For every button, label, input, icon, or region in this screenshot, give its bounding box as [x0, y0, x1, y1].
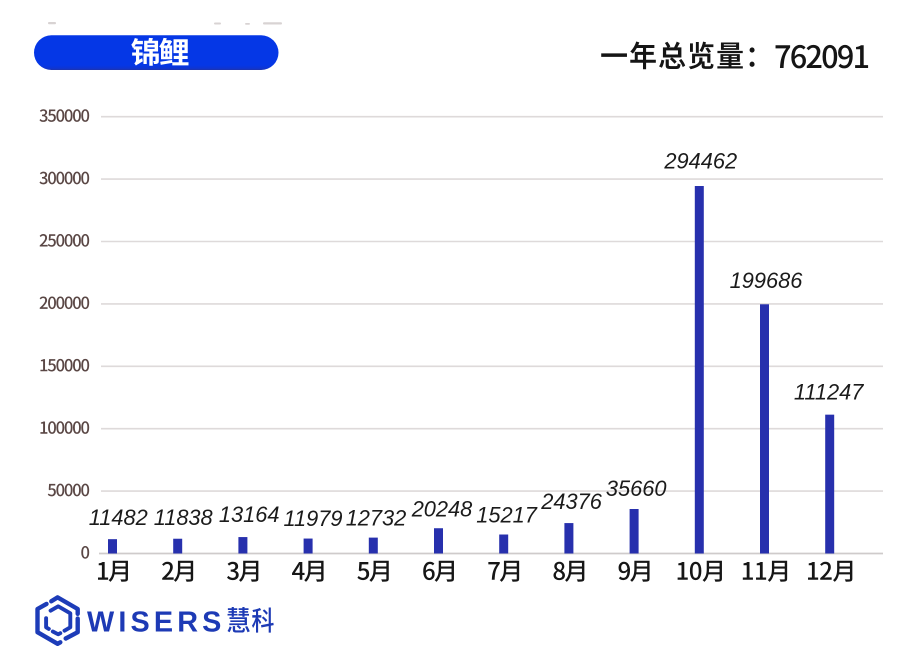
svg-text:20248: 20248: [411, 496, 473, 521]
svg-text:24376: 24376: [540, 489, 602, 514]
svg-text:199686: 199686: [730, 268, 804, 293]
svg-text:294462: 294462: [663, 148, 737, 173]
svg-text:11979: 11979: [284, 506, 343, 531]
svg-text:12732: 12732: [346, 505, 407, 530]
svg-text:11482: 11482: [89, 505, 148, 530]
svg-text:111247: 111247: [794, 379, 864, 404]
svg-text:11838: 11838: [154, 505, 213, 530]
svg-text:35660: 35660: [606, 476, 667, 501]
svg-text:13164: 13164: [219, 502, 280, 527]
svg-text:WISERS: WISERS: [87, 607, 226, 639]
svg-text:15217: 15217: [476, 502, 537, 527]
